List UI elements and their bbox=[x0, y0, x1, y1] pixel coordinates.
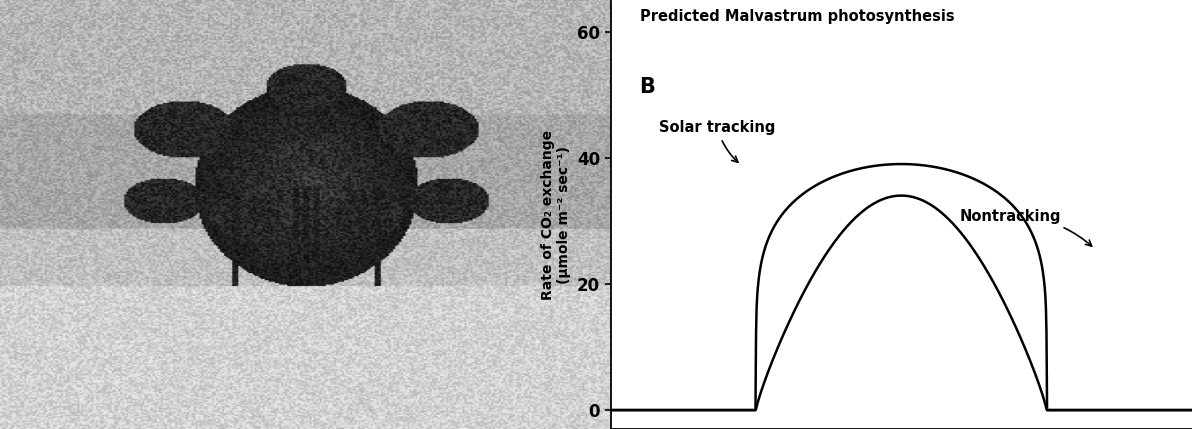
Text: Nontracking: Nontracking bbox=[960, 209, 1092, 246]
Y-axis label: Rate of CO₂ exchange
(μmole m⁻² sec⁻¹): Rate of CO₂ exchange (μmole m⁻² sec⁻¹) bbox=[541, 130, 571, 299]
Text: Solar tracking: Solar tracking bbox=[659, 121, 775, 162]
Text: B: B bbox=[640, 77, 656, 97]
Text: Predicted Malvastrum photosynthesis: Predicted Malvastrum photosynthesis bbox=[640, 9, 955, 24]
